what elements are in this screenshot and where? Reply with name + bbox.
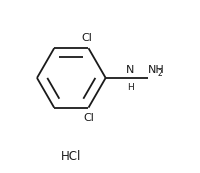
Text: 2: 2	[156, 69, 161, 78]
Text: Cl: Cl	[81, 33, 92, 43]
Text: Cl: Cl	[83, 113, 93, 123]
Text: N: N	[126, 65, 134, 75]
Text: HCl: HCl	[61, 150, 81, 163]
Text: NH: NH	[147, 65, 164, 75]
Text: H: H	[127, 83, 133, 92]
